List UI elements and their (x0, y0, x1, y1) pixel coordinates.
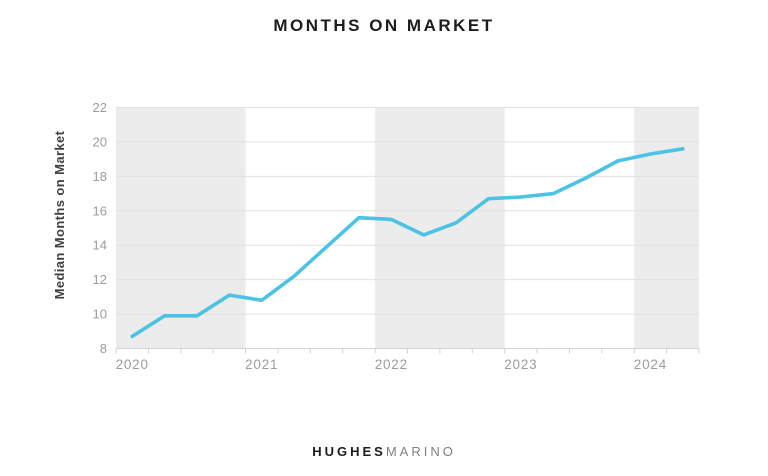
y-tick-label: 10 (93, 307, 107, 322)
year-band (634, 107, 699, 349)
x-tick-label: 2024 (634, 357, 667, 372)
x-tick-label: 2023 (504, 357, 537, 372)
y-tick-label: 8 (100, 341, 107, 356)
x-tick-label: 2021 (245, 357, 278, 372)
x-tick-label: 2022 (375, 357, 408, 372)
y-tick-label: 20 (93, 134, 107, 149)
y-axis-label: Median Months on Market (52, 130, 67, 299)
y-tick-label: 16 (93, 203, 107, 218)
logo-text-hughes: HUGHES (312, 444, 386, 459)
hughes-marino-logo: HUGHESMARINO (0, 444, 768, 459)
y-tick-label: 18 (93, 169, 107, 184)
logo-text-marino: MARINO (385, 444, 456, 459)
chart-title: MONTHS ON MARKET (273, 16, 495, 35)
x-tick-label: 2020 (116, 357, 149, 372)
y-tick-label: 22 (93, 100, 107, 115)
y-tick-label: 14 (93, 238, 107, 253)
trend-line (130, 147, 685, 339)
year-band (116, 107, 246, 349)
y-tick-label: 12 (93, 272, 107, 287)
